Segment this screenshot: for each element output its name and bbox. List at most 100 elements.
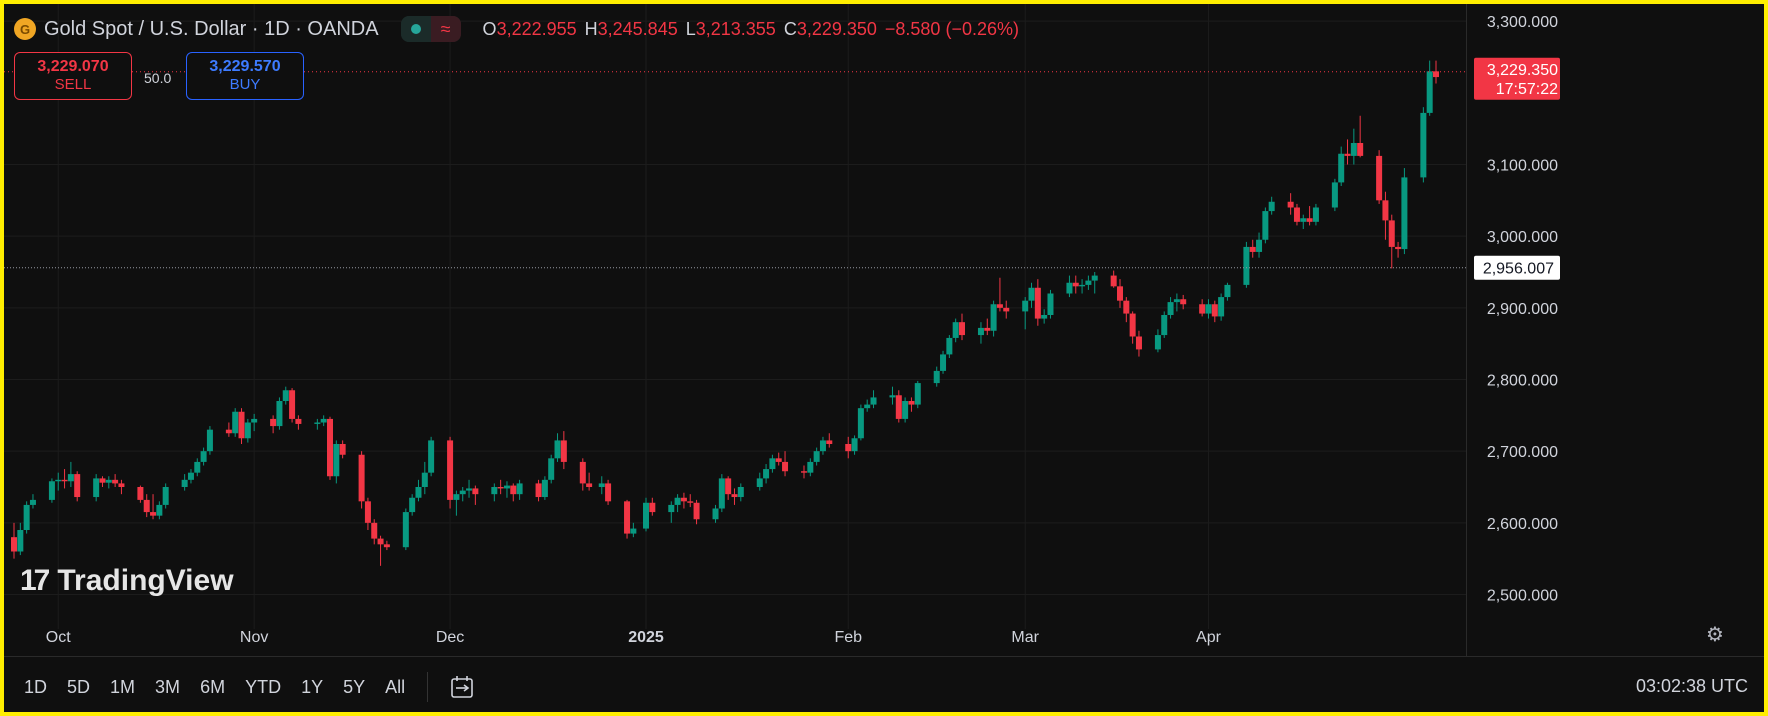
utc-clock[interactable]: 03:02:38 UTC bbox=[1635, 676, 1748, 696]
range-button-ytd[interactable]: YTD bbox=[245, 676, 282, 697]
candle-body bbox=[541, 479, 548, 498]
candle bbox=[1205, 299, 1212, 319]
candle bbox=[200, 447, 207, 466]
candle bbox=[845, 436, 852, 459]
candle bbox=[1388, 214, 1395, 269]
candle bbox=[276, 397, 283, 430]
candle bbox=[402, 508, 409, 551]
candle-body bbox=[282, 390, 289, 401]
candle bbox=[541, 476, 548, 500]
range-button-1d[interactable]: 1D bbox=[24, 676, 48, 697]
candle-body bbox=[118, 483, 125, 487]
range-button-5d[interactable]: 5D bbox=[67, 676, 91, 697]
candle bbox=[333, 440, 340, 484]
candle-body bbox=[1249, 246, 1256, 252]
candle bbox=[1344, 139, 1351, 165]
gold-coin-icon: G bbox=[14, 18, 36, 40]
candle bbox=[1395, 241, 1402, 258]
candle-body bbox=[687, 501, 694, 503]
candle-body bbox=[11, 537, 17, 552]
status-pill[interactable]: ≈ bbox=[400, 16, 461, 42]
candle-body bbox=[857, 408, 864, 439]
candle-body bbox=[1205, 304, 1212, 314]
candle bbox=[232, 408, 239, 437]
candle bbox=[1034, 279, 1041, 326]
candle bbox=[472, 485, 479, 505]
candle bbox=[914, 380, 921, 409]
candle-body bbox=[643, 502, 649, 529]
candle-body bbox=[339, 444, 346, 455]
candle-body bbox=[1331, 182, 1338, 208]
candle-body bbox=[270, 418, 277, 427]
candle-body bbox=[29, 499, 36, 505]
ohlc-key: O bbox=[482, 18, 497, 39]
candle-body bbox=[946, 337, 953, 355]
buy-button[interactable]: 3,229.570 BUY bbox=[186, 52, 304, 100]
candle-body bbox=[1426, 71, 1433, 113]
ohlc-key: C bbox=[783, 18, 797, 39]
candle-body bbox=[516, 483, 523, 495]
candle bbox=[586, 472, 593, 491]
range-button-all[interactable]: All bbox=[385, 676, 406, 697]
candle-body bbox=[674, 497, 681, 505]
candle-body bbox=[105, 479, 112, 483]
candle-body bbox=[55, 479, 62, 482]
calendar-goto-icon[interactable] bbox=[448, 673, 476, 701]
price-tick-label: 3,100.000 bbox=[1487, 158, 1558, 175]
candle-body bbox=[447, 440, 454, 500]
candle bbox=[415, 479, 422, 502]
candle-body bbox=[472, 488, 479, 495]
symbol-title[interactable]: Gold Spot / U.S. Dollar · 1D · OANDA bbox=[44, 17, 379, 40]
candle-body bbox=[977, 327, 984, 336]
candle-body bbox=[112, 479, 119, 484]
candle-body bbox=[1338, 153, 1345, 183]
price-tick-label: 2,600.000 bbox=[1487, 516, 1558, 533]
sell-button[interactable]: 3,229.070 SELL bbox=[14, 52, 132, 100]
candle-body bbox=[952, 322, 959, 338]
candle-body bbox=[1129, 313, 1136, 337]
range-button-6m[interactable]: 6M bbox=[200, 676, 226, 697]
range-button-3m[interactable]: 3M bbox=[155, 676, 181, 697]
candle-body bbox=[377, 538, 384, 545]
range-button-5y[interactable]: 5Y bbox=[343, 676, 366, 697]
candle-body bbox=[1041, 315, 1048, 319]
candle-body bbox=[1350, 143, 1357, 156]
candle bbox=[959, 313, 965, 341]
candle bbox=[55, 472, 62, 491]
candle-body bbox=[225, 429, 232, 434]
candle bbox=[206, 426, 213, 455]
range-button-1y[interactable]: 1Y bbox=[301, 676, 324, 697]
time-tick-label: Apr bbox=[1196, 629, 1222, 646]
candle bbox=[668, 501, 675, 523]
candle-body bbox=[238, 411, 245, 439]
candle bbox=[194, 458, 201, 477]
candle bbox=[605, 479, 612, 505]
candle-body bbox=[1123, 300, 1130, 314]
candle-body bbox=[1167, 302, 1174, 315]
candle-body bbox=[933, 370, 940, 384]
candle bbox=[857, 404, 864, 441]
candlestick-chart[interactable]: 3,300.000 3,100.000 3,000.000 2,900.000 2,80… bbox=[4, 4, 1764, 712]
candle bbox=[731, 488, 738, 505]
candle bbox=[775, 452, 782, 466]
candle-body bbox=[630, 528, 637, 534]
candle bbox=[1357, 115, 1364, 158]
tradingview-wordmark: TradingView bbox=[57, 564, 234, 597]
candle bbox=[1224, 282, 1231, 301]
candle bbox=[769, 454, 776, 473]
candle-body bbox=[1293, 207, 1300, 222]
crosshair-price-label: 2,956.007 bbox=[1483, 261, 1554, 278]
candle-body bbox=[150, 512, 157, 516]
settings-gear-icon[interactable]: ⚙ bbox=[1706, 624, 1724, 646]
candle-body bbox=[459, 490, 466, 495]
candle-body bbox=[466, 488, 473, 491]
ohlc-readout: O3,222.955 H3,245.845 L3,213.355 C3,229.350… bbox=[483, 19, 1019, 40]
candle bbox=[649, 497, 656, 516]
candle bbox=[1161, 311, 1168, 338]
range-button-1m[interactable]: 1M bbox=[110, 676, 136, 697]
candle-body bbox=[624, 501, 631, 534]
candle-body bbox=[1003, 307, 1010, 312]
candle-body bbox=[560, 440, 567, 462]
candle bbox=[643, 497, 649, 532]
candle-body bbox=[1173, 299, 1180, 303]
